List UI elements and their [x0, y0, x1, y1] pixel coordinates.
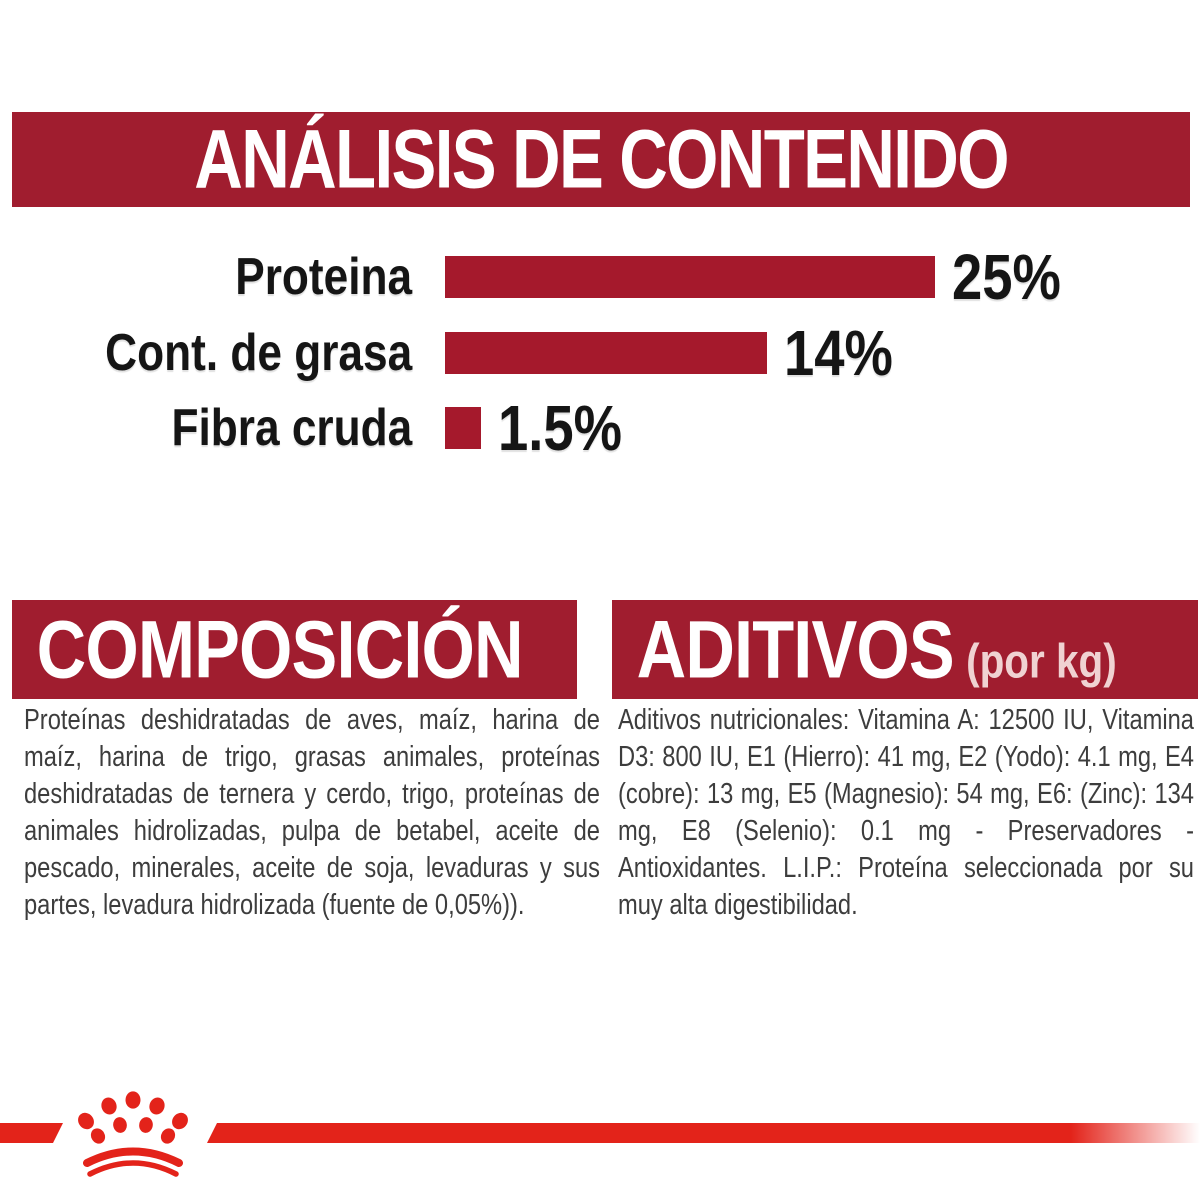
- footer-rule-left: [0, 1123, 63, 1143]
- composicion-title: COMPOSICIÓN: [36, 602, 524, 696]
- footer-rule-right: [207, 1123, 1200, 1143]
- chart-row-grasa: Cont. de grasa 14%: [0, 317, 1200, 389]
- composicion-banner: COMPOSICIÓN: [12, 600, 577, 699]
- aditivos-body: Aditivos nutricionales: Vitamina A: 1250…: [618, 704, 1194, 921]
- bar-fibra: [445, 407, 481, 449]
- chart-row-fibra: Fibra cruda 1.5%: [0, 392, 1200, 464]
- chart-value-grasa: 14%: [784, 317, 893, 389]
- bar-grasa: [445, 332, 767, 374]
- chart-value-fibra: 1.5%: [498, 392, 622, 464]
- chart-row-proteina: Proteina 25%: [0, 241, 1200, 313]
- royal-canin-crown-logo: [78, 1091, 188, 1177]
- aditivos-subtitle: (por kg): [966, 633, 1117, 688]
- analysis-title: ANÁLISIS DE CONTENIDO: [194, 112, 1009, 206]
- chart-label-grasa: Cont. de grasa: [104, 324, 412, 382]
- chart-value-proteina: 25%: [952, 241, 1061, 313]
- aditivos-title: ADITIVOS: [636, 602, 955, 696]
- chart-label-proteina: Proteina: [235, 248, 412, 306]
- analysis-banner: ANÁLISIS DE CONTENIDO: [12, 112, 1190, 207]
- aditivos-banner: ADITIVOS (por kg): [612, 600, 1198, 699]
- composicion-body: Proteínas deshidratadas de aves, maíz, h…: [24, 704, 600, 921]
- bar-proteina: [445, 256, 935, 298]
- chart-label-fibra: Fibra cruda: [171, 399, 412, 457]
